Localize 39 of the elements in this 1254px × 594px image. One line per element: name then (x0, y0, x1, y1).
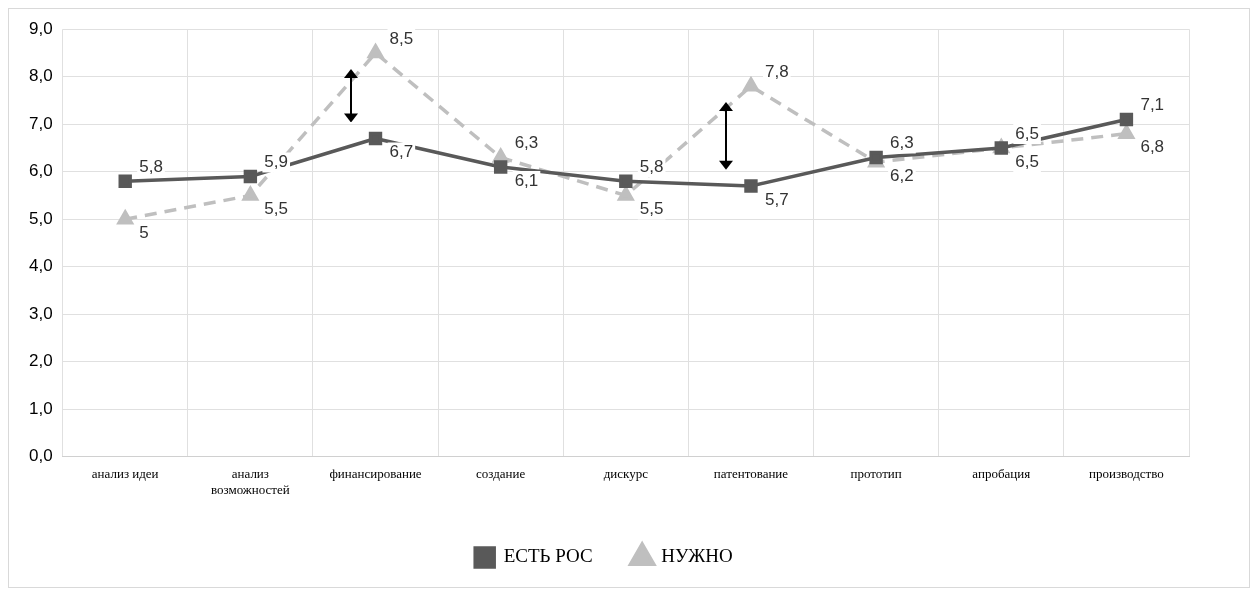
x-tick-label: дискурс (603, 466, 649, 482)
x-tick-label: апробация (972, 466, 1031, 482)
data-label: 6,5 (1015, 123, 1039, 143)
legend-label: НУЖНО (661, 545, 733, 567)
legend-label: ЕСТЬ РОС (503, 545, 593, 567)
data-label: 5,5 (639, 199, 664, 219)
data-label: 6,7 (389, 142, 414, 162)
x-tick-label: анализ возможностей (210, 466, 290, 497)
x-tick-label: патентование (713, 466, 789, 482)
data-label: 6,3 (514, 133, 539, 153)
data-label: 6,8 (1140, 137, 1165, 157)
y-tick-label: 1,0 (28, 398, 53, 418)
data-label: 5,9 (264, 152, 288, 172)
data-label: 6,3 (890, 133, 914, 153)
y-tick-label: 0,0 (28, 446, 53, 466)
y-tick-label: 6,0 (28, 161, 53, 181)
y-tick-label: 5,0 (28, 208, 53, 228)
data-label: 7,8 (764, 61, 789, 81)
data-label: 6,5 (1015, 151, 1039, 171)
x-tick-label: прототип (850, 466, 902, 482)
x-tick-label: анализ идеи (91, 466, 159, 482)
y-tick-label: 9,0 (28, 18, 53, 38)
data-label: 5,8 (639, 156, 664, 176)
data-label: 5,7 (764, 189, 789, 209)
data-label: 6,2 (890, 165, 914, 185)
y-tick-label: 8,0 (28, 66, 53, 86)
y-tick-label: 2,0 (28, 351, 53, 371)
data-label: 5,5 (264, 199, 288, 219)
data-label: 5,8 (139, 156, 163, 176)
x-tick-label: финансирование (329, 466, 422, 482)
x-tick-label: создание (476, 466, 526, 482)
data-label: 8,5 (389, 28, 414, 48)
data-label: 6,1 (514, 170, 539, 190)
data-label: 5 (139, 222, 149, 242)
y-tick-label: 7,0 (28, 113, 53, 133)
y-tick-label: 4,0 (28, 256, 53, 276)
data-label: 7,1 (1140, 95, 1165, 115)
y-tick-label: 3,0 (28, 303, 53, 323)
x-tick-label: производство (1089, 466, 1164, 482)
